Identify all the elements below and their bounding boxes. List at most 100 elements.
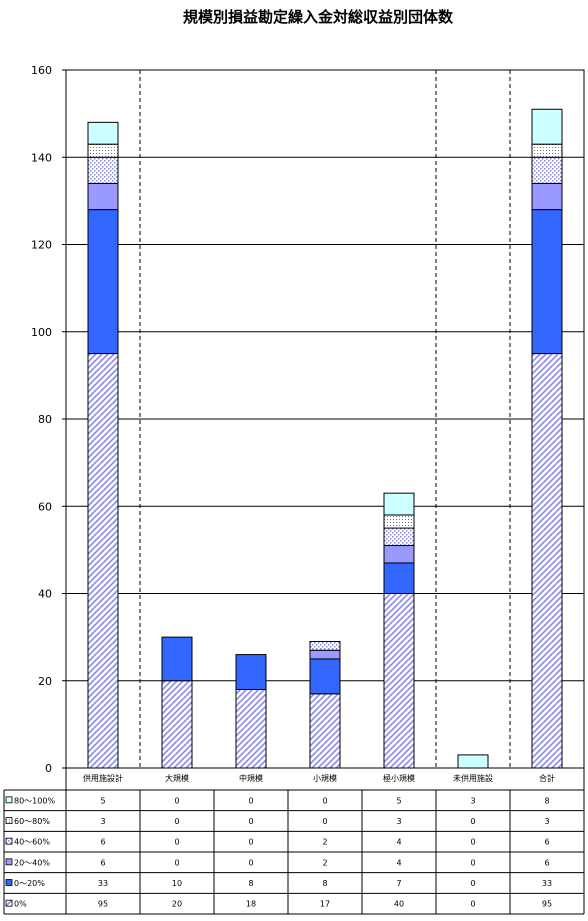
chart-title: 規模別損益勘定繰入金対総収益別団体数 bbox=[183, 8, 454, 26]
y-tick-label: 40 bbox=[38, 588, 52, 601]
bar-segment bbox=[457, 754, 489, 769]
table-cell: 4 bbox=[396, 858, 401, 867]
y-tick-label: 60 bbox=[38, 500, 52, 513]
table-cell: 6 bbox=[544, 858, 549, 867]
bar-segment bbox=[87, 353, 119, 769]
table-cell: 0 bbox=[470, 879, 475, 888]
table-cell: 8 bbox=[544, 796, 549, 805]
bar-segment bbox=[309, 658, 341, 695]
bar-segment bbox=[531, 353, 563, 769]
legend-label: 40～60% bbox=[14, 838, 50, 847]
table-cell: 0 bbox=[174, 858, 179, 867]
legend-swatch bbox=[5, 837, 13, 845]
legend-label: 0～20% bbox=[14, 879, 45, 888]
table-cell: 4 bbox=[396, 838, 401, 847]
table-cell: 8 bbox=[248, 879, 253, 888]
table-cell: 6 bbox=[100, 858, 105, 867]
bar-segment bbox=[309, 693, 341, 769]
table-cell: 95 bbox=[98, 900, 108, 909]
table-cell: 5 bbox=[396, 796, 401, 805]
data-table: 供用施設計 大規模 中規模 小規模 極小規模 未供用施設 合計 80～100% 5 0 0 0 5 3 8 6… bbox=[3, 768, 585, 915]
bar-segment bbox=[531, 108, 563, 145]
table-cell: 0 bbox=[322, 817, 327, 826]
bar-segment bbox=[87, 182, 119, 211]
legend-swatch bbox=[5, 899, 13, 907]
table-cell: 0 bbox=[248, 838, 253, 847]
bar-segment bbox=[87, 121, 119, 145]
y-tick-label: 100 bbox=[31, 326, 52, 339]
table-cell: 0 bbox=[470, 838, 475, 847]
legend-swatch bbox=[5, 879, 13, 886]
table-cell: 0 bbox=[470, 817, 475, 826]
bar-segment bbox=[383, 527, 415, 547]
table-cell: 6 bbox=[100, 838, 105, 847]
legend-swatch bbox=[5, 817, 13, 824]
bar-segment bbox=[235, 654, 267, 690]
x-tick-label: 中規模 bbox=[239, 773, 263, 783]
table-cell: 0 bbox=[248, 796, 253, 805]
table-cell: 3 bbox=[396, 817, 401, 826]
table-cell: 0 bbox=[470, 858, 475, 867]
table-cell: 0 bbox=[174, 838, 179, 847]
bar-segment bbox=[161, 680, 193, 769]
bar-segment bbox=[235, 688, 267, 769]
y-tick-label: 160 bbox=[31, 64, 52, 77]
bar-segment bbox=[383, 545, 415, 564]
table-cell: 95 bbox=[542, 900, 552, 909]
table-cell: 0 bbox=[322, 796, 327, 805]
table-cell: 7 bbox=[396, 879, 401, 888]
table-cell: 5 bbox=[100, 796, 105, 805]
y-tick-label: 140 bbox=[31, 151, 52, 164]
bar-segment bbox=[531, 182, 563, 211]
table-cell: 10 bbox=[172, 879, 182, 888]
table-cell: 6 bbox=[544, 838, 549, 847]
bar-segment bbox=[309, 649, 341, 660]
bar-segment bbox=[87, 143, 119, 158]
bar-segment bbox=[531, 156, 563, 184]
bar-segment bbox=[531, 143, 563, 158]
table-cell: 18 bbox=[246, 900, 256, 909]
legend-swatch bbox=[5, 858, 13, 866]
y-axis: 0 20 40 60 80 100 120 140 160 bbox=[31, 64, 66, 775]
table-cell: 40 bbox=[394, 900, 404, 909]
table-cell: 3 bbox=[100, 817, 105, 826]
bar-segment bbox=[383, 514, 415, 529]
bar-segment bbox=[531, 209, 563, 355]
table-cell: 33 bbox=[98, 879, 108, 888]
bar-segment bbox=[383, 562, 415, 595]
x-tick-label: 大規模 bbox=[165, 773, 189, 783]
y-tick-label: 120 bbox=[31, 239, 52, 252]
legend-label: 80～100% bbox=[14, 796, 55, 805]
x-tick-label: 供用施設計 bbox=[83, 773, 123, 783]
table-cell: 33 bbox=[542, 879, 552, 888]
legend-label: 0% bbox=[14, 900, 27, 909]
table-cell: 17 bbox=[320, 900, 330, 909]
table-cell: 3 bbox=[544, 817, 549, 826]
table-cell: 2 bbox=[322, 858, 327, 867]
table-cell: 0 bbox=[174, 796, 179, 805]
y-tick-label: 80 bbox=[38, 413, 52, 426]
x-tick-label: 極小規模 bbox=[383, 773, 415, 783]
bars bbox=[87, 108, 563, 769]
table-cell: 2 bbox=[322, 838, 327, 847]
table-cell: 0 bbox=[174, 817, 179, 826]
table-cell: 20 bbox=[172, 900, 182, 909]
bar-segment bbox=[87, 209, 119, 355]
bar-segment bbox=[161, 636, 193, 682]
bar-segment bbox=[87, 156, 119, 184]
x-tick-label: 未供用施設 bbox=[453, 773, 493, 783]
x-tick-label: 合計 bbox=[539, 773, 555, 783]
table-cell: 8 bbox=[322, 879, 327, 888]
x-tick-label: 小規模 bbox=[313, 773, 337, 783]
bar-segment bbox=[309, 640, 341, 651]
legend-label: 20～40% bbox=[14, 858, 50, 867]
table-cell: 0 bbox=[470, 900, 475, 909]
table-cell: 0 bbox=[248, 858, 253, 867]
table-cell: 0 bbox=[248, 817, 253, 826]
legend-swatch bbox=[5, 796, 13, 804]
bar-segment bbox=[383, 593, 415, 769]
table-cell: 3 bbox=[470, 796, 475, 805]
y-tick-label: 20 bbox=[38, 675, 52, 688]
legend-label: 60～80% bbox=[14, 817, 50, 826]
